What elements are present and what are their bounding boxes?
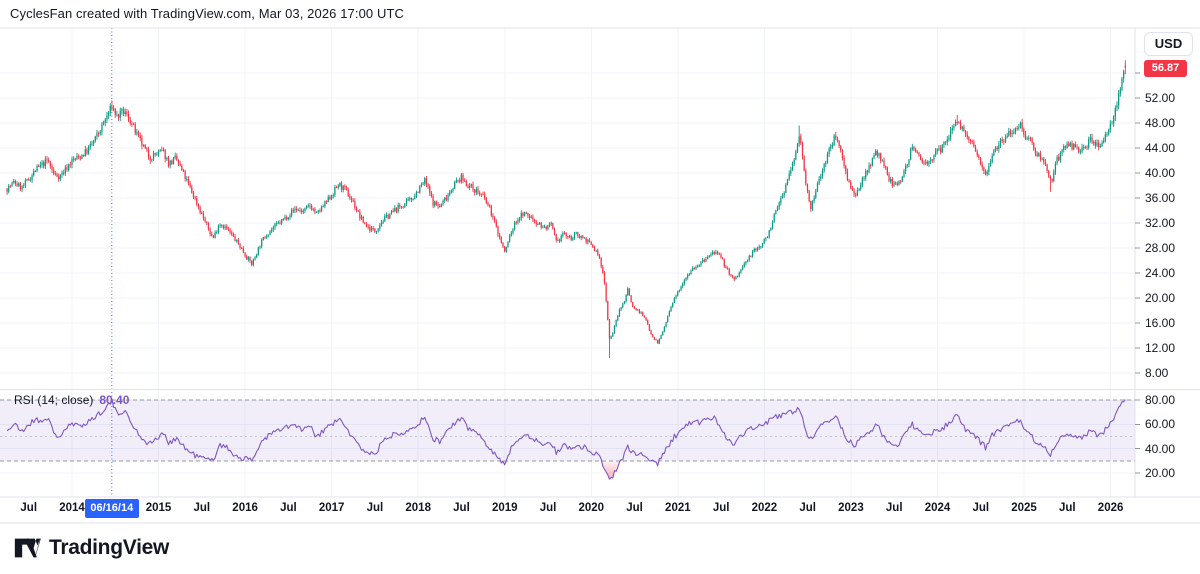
time-axis-label: Jul: [626, 502, 643, 514]
chart-title: CyclesFan created with TradingView.com, …: [10, 6, 404, 21]
time-axis-label: Jul: [20, 502, 38, 514]
rsi-axis-label: 40.00: [1145, 441, 1176, 456]
price-axis-label: 16.00: [1145, 316, 1176, 330]
price-axis-label: 40.00: [1145, 166, 1176, 180]
rsi-legend-value: 80.40: [99, 393, 130, 407]
rsi-axis-label: 80.00: [1145, 393, 1176, 407]
time-axis-label: 2014: [59, 502, 85, 514]
price-axis-label: 36.00: [1145, 191, 1176, 205]
tradingview-logo-text: TradingView: [49, 536, 170, 559]
candlestick-series: [6, 60, 1126, 358]
time-axis-label: Jul: [1059, 502, 1076, 514]
price-axis-label: 24.00: [1145, 266, 1176, 280]
time-axis-label: Jul: [280, 502, 297, 514]
time-axis-label: Jul: [539, 502, 557, 514]
time-axis-label: 2022: [751, 502, 778, 514]
tradingview-logo[interactable]: TradingView: [14, 536, 169, 560]
price-axis-label: 20.00: [1145, 291, 1176, 305]
currency-button[interactable]: USD: [1144, 32, 1193, 56]
price-axis-label: 52.00: [1145, 91, 1176, 105]
time-axis-label: 2017: [318, 502, 345, 514]
rsi-legend: RSI (14; close) 80.40: [14, 393, 129, 407]
last-price-badge: 56.87: [1144, 59, 1187, 77]
time-axis-label: 2018: [405, 502, 431, 514]
rsi-legend-name: RSI (14; close): [14, 393, 94, 407]
price-axis-label: 48.00: [1145, 116, 1176, 130]
time-axis-label: Jul: [799, 502, 816, 514]
time-axis-label: Jul: [972, 502, 990, 514]
time-axis-label: 2025: [1011, 502, 1037, 514]
time-axis-label: 2023: [838, 502, 864, 514]
time-axis-label: 2026: [1097, 502, 1124, 514]
tradingview-logo-icon: [14, 538, 41, 558]
rsi-axis-label: 20.00: [1145, 466, 1176, 480]
price-axis-label: 8.00: [1145, 366, 1169, 380]
time-axis-label: 2016: [232, 502, 258, 514]
time-axis-label: Jul: [712, 502, 730, 514]
time-axis-label: 2015: [145, 502, 172, 514]
time-axis-label: 2019: [491, 502, 518, 514]
date-badge: 06/16/14: [84, 499, 139, 518]
time-axis-label: Jul: [453, 502, 470, 514]
time-axis-label: Jul: [885, 502, 903, 514]
time-axis-label: 2021: [665, 502, 691, 514]
time-axis-label: Jul: [366, 502, 384, 514]
time-axis-label: Jul: [193, 502, 211, 514]
price-axis-label: 12.00: [1145, 341, 1176, 355]
time-axis-label: 2024: [924, 502, 951, 514]
rsi-axis-label: 60.00: [1145, 417, 1176, 432]
price-axis-label: 28.00: [1145, 241, 1176, 255]
time-axis-label: 2020: [578, 502, 605, 514]
price-axis-label: 32.00: [1145, 216, 1176, 230]
price-axis-label: 44.00: [1145, 141, 1176, 155]
